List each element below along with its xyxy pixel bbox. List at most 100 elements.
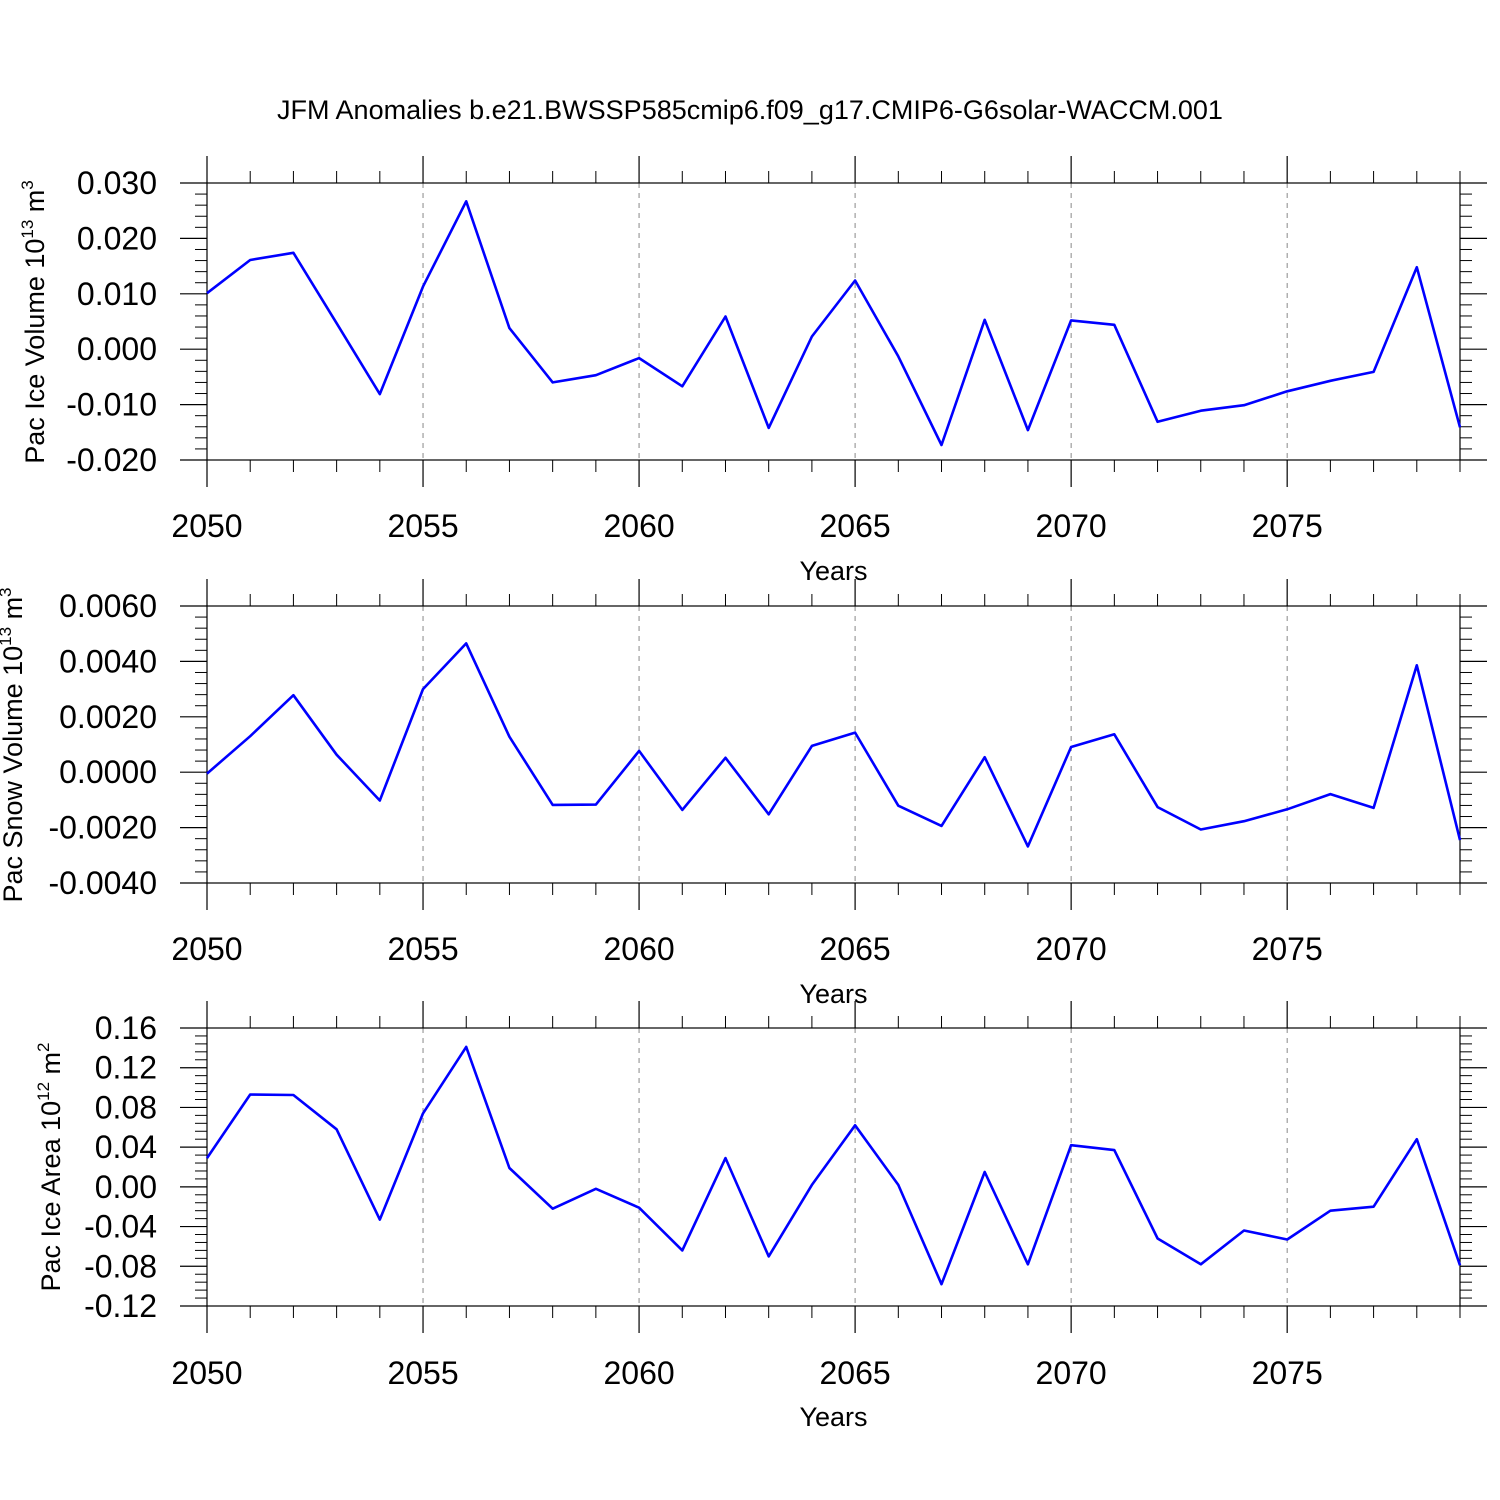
data-point xyxy=(853,279,857,283)
data-point xyxy=(594,373,598,377)
data-point xyxy=(1328,379,1332,383)
y-tick-label: 0.030 xyxy=(77,165,157,201)
plot-frame xyxy=(206,1027,1461,1307)
data-point xyxy=(680,384,684,388)
y-tick-label: 0.0040 xyxy=(59,643,157,679)
y-tick-label: 0.12 xyxy=(95,1050,157,1086)
data-point xyxy=(464,641,468,645)
data-point xyxy=(1285,1237,1289,1241)
data-point xyxy=(507,1166,511,1170)
data-point xyxy=(291,693,295,697)
data-point xyxy=(594,803,598,807)
data-point xyxy=(464,1045,468,1049)
data-point xyxy=(723,315,727,319)
data-point xyxy=(1328,792,1332,796)
data-point xyxy=(1026,844,1030,848)
data-point xyxy=(421,687,425,691)
data-point xyxy=(1372,370,1376,374)
data-point xyxy=(378,798,382,802)
data-point xyxy=(1199,1262,1203,1266)
data-point xyxy=(1199,409,1203,413)
data-point xyxy=(853,731,857,735)
data-point xyxy=(421,285,425,289)
data-point xyxy=(1285,389,1289,393)
x-tick-label: 2060 xyxy=(603,508,674,544)
data-point xyxy=(1458,425,1462,429)
data-point xyxy=(940,1282,944,1286)
data-point xyxy=(1415,265,1419,269)
x-tick-label: 2050 xyxy=(171,931,242,967)
data-point xyxy=(1026,428,1030,432)
data-point xyxy=(1458,1263,1462,1267)
y-tick-label: 0.0060 xyxy=(59,588,157,624)
data-point xyxy=(1026,1262,1030,1266)
data-point xyxy=(896,804,900,808)
y-tick-label: -0.020 xyxy=(66,442,157,478)
plot-frame xyxy=(206,182,1461,461)
data-point xyxy=(1069,745,1073,749)
x-axis-title: Years xyxy=(799,979,867,1009)
data-point xyxy=(1415,663,1419,667)
x-axis-title: Years xyxy=(799,1402,867,1432)
data-point xyxy=(1415,1137,1419,1141)
y-tick-label: -0.04 xyxy=(84,1209,157,1245)
data-point xyxy=(1069,1143,1073,1147)
y-tick-label: -0.12 xyxy=(84,1288,157,1324)
data-point xyxy=(1156,1236,1160,1240)
chart-panel-2: -0.0040 -0.0020 0.0000 0.0020 0.0040 0.0060 20… xyxy=(0,579,1487,1009)
data-point xyxy=(507,735,511,739)
data-point xyxy=(723,756,727,760)
data-point xyxy=(594,1187,598,1191)
y-axis-title: Pac Ice Area 1012 m2 xyxy=(34,1042,66,1291)
data-point xyxy=(1372,806,1376,810)
data-point xyxy=(551,1207,555,1211)
data-point xyxy=(378,1218,382,1222)
data-point xyxy=(680,808,684,812)
x-tick-label: 2050 xyxy=(171,508,242,544)
y-tick-label: 0.08 xyxy=(95,1089,157,1125)
data-point xyxy=(1112,732,1116,736)
x-tick-label: 2070 xyxy=(1036,1355,1107,1391)
data-point xyxy=(1112,323,1116,327)
y-tick-label: -0.0040 xyxy=(48,865,157,901)
y-tick-label: -0.0020 xyxy=(48,810,157,846)
data-point xyxy=(940,443,944,447)
chart-panel-3: -0.12 -0.08-0.04 0.00 0.04 0.080.12 0.16 2050 2… xyxy=(34,1001,1487,1432)
chart-title: JFM Anomalies b.e21.BWSSP585cmip6.f09_g1… xyxy=(277,95,1223,125)
data-point xyxy=(1242,819,1246,823)
x-tick-label: 2055 xyxy=(387,508,458,544)
data-point xyxy=(1458,838,1462,842)
y-tick-label: 0.00 xyxy=(95,1169,157,1205)
data-point xyxy=(983,755,987,759)
data-point xyxy=(248,734,252,738)
x-tick-label: 2050 xyxy=(171,1355,242,1391)
series-line xyxy=(206,200,1462,447)
panels-group: -0.020 -0.010 0.000 0.010 0.020 0.030 2050 2055… xyxy=(0,156,1487,1432)
data-point xyxy=(767,426,771,430)
data-point xyxy=(853,1123,857,1127)
data-point xyxy=(637,749,641,753)
data-point xyxy=(551,380,555,384)
data-point xyxy=(291,251,295,255)
series-line xyxy=(206,642,1462,848)
data-point xyxy=(335,321,339,325)
data-point xyxy=(335,1127,339,1131)
data-point xyxy=(940,824,944,828)
y-tick-label: 0.0000 xyxy=(59,754,157,790)
y-tick-label: 0.010 xyxy=(77,276,157,312)
y-axis-title: Pac Snow Volume 1013 m3 xyxy=(0,587,28,902)
y-tick-label: -0.08 xyxy=(84,1248,157,1284)
data-point xyxy=(723,1156,727,1160)
data-point xyxy=(810,334,814,338)
data-point xyxy=(421,1111,425,1115)
data-point xyxy=(205,291,209,295)
x-axis-title: Years xyxy=(799,556,867,586)
x-tick-label: 2055 xyxy=(387,931,458,967)
data-point xyxy=(896,1183,900,1187)
data-point xyxy=(767,1254,771,1258)
data-point xyxy=(1328,1209,1332,1213)
series-line xyxy=(205,1045,1462,1286)
y-axis-title: Pac Ice Volume 1013 m3 xyxy=(18,180,50,464)
data-point xyxy=(1156,420,1160,424)
